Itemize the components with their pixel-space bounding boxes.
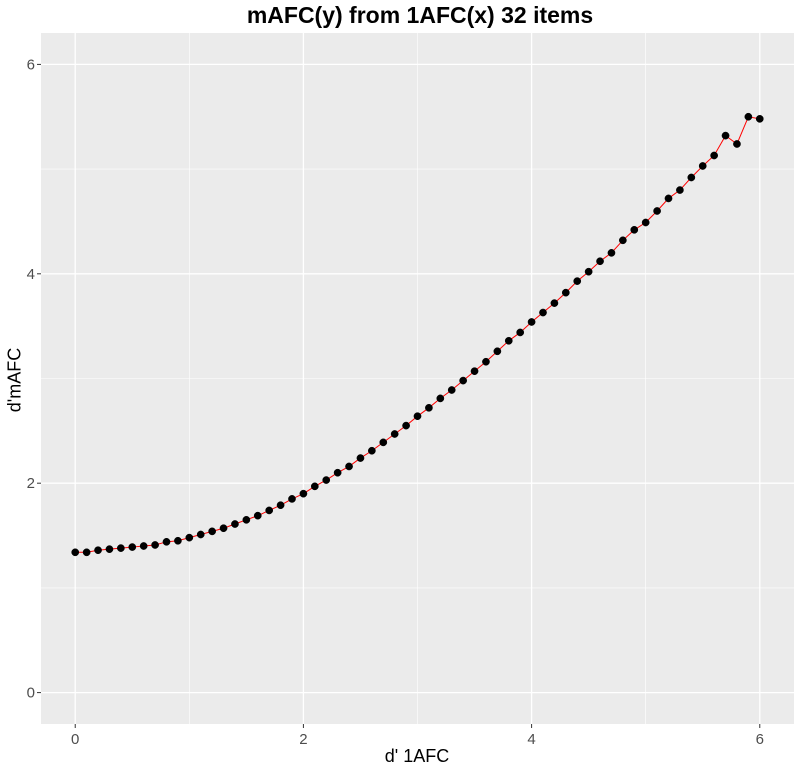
- data-point: [219, 524, 228, 533]
- data-point: [151, 541, 159, 549]
- data-point: [710, 151, 718, 160]
- data-point: [345, 462, 353, 471]
- data-point: [619, 236, 627, 245]
- data-point: [94, 546, 102, 555]
- data-point: [676, 186, 684, 194]
- data-point: [744, 112, 753, 121]
- data-point: [208, 527, 216, 536]
- data-point: [139, 542, 148, 550]
- data-point: [390, 430, 399, 438]
- data-point: [231, 520, 239, 528]
- x-tick-label: 6: [756, 731, 764, 748]
- data-point: [698, 162, 707, 170]
- data-point: [174, 536, 182, 545]
- x-tick-label: 0: [71, 731, 79, 748]
- data-point: [470, 367, 479, 376]
- data-point: [641, 218, 650, 227]
- y-tick-label: 4: [27, 266, 35, 283]
- x-tick-label: 4: [527, 731, 535, 748]
- data-point: [356, 454, 365, 462]
- data-point: [664, 194, 673, 203]
- data-point: [425, 403, 433, 412]
- data-point: [368, 446, 376, 455]
- data-point: [493, 347, 502, 356]
- data-point: [539, 308, 547, 317]
- data-point: [755, 115, 764, 123]
- data-point: [596, 257, 604, 266]
- data-point: [105, 545, 114, 554]
- data-point: [322, 476, 331, 484]
- data-point: [607, 249, 616, 257]
- y-tick-label: 2: [27, 475, 35, 492]
- data-point: [71, 548, 80, 557]
- data-point: [550, 299, 559, 307]
- data-point: [516, 328, 525, 337]
- y-tick-label: 6: [27, 56, 35, 73]
- data-point: [447, 386, 456, 394]
- data-point: [185, 533, 194, 542]
- data-point: [242, 515, 251, 524]
- data-point: [117, 544, 125, 552]
- y-axis-label: d'mAFC: [4, 347, 25, 413]
- data-point: [436, 394, 445, 403]
- data-point: [561, 288, 570, 297]
- data-point: [253, 511, 262, 520]
- data-point: [379, 438, 388, 447]
- data-point: [482, 357, 490, 366]
- data-point: [128, 543, 137, 551]
- y-tick-label: 0: [27, 685, 35, 702]
- x-axis-label: d' 1AFC: [384, 746, 450, 766]
- data-point: [299, 489, 308, 498]
- data-point: [162, 537, 171, 546]
- data-point: [504, 336, 513, 345]
- x-tick-label: 2: [299, 731, 307, 748]
- data-point: [721, 131, 730, 140]
- data-point: [527, 318, 536, 326]
- data-point: [733, 140, 741, 148]
- data-point: [288, 495, 296, 503]
- data-point: [459, 376, 467, 385]
- data-point: [82, 548, 91, 557]
- data-point: [687, 173, 696, 182]
- chart-title: mAFC(y) from 1AFC(x) 32 items: [246, 2, 594, 28]
- data-point: [402, 421, 410, 430]
- data-point: [584, 267, 593, 276]
- data-point: [413, 412, 422, 421]
- data-point: [265, 506, 274, 515]
- data-point: [653, 207, 661, 215]
- data-point: [630, 225, 639, 234]
- data-point: [333, 468, 342, 477]
- data-point: [196, 530, 205, 539]
- data-point: [573, 277, 582, 285]
- data-point: [310, 482, 319, 491]
- data-point: [276, 501, 285, 510]
